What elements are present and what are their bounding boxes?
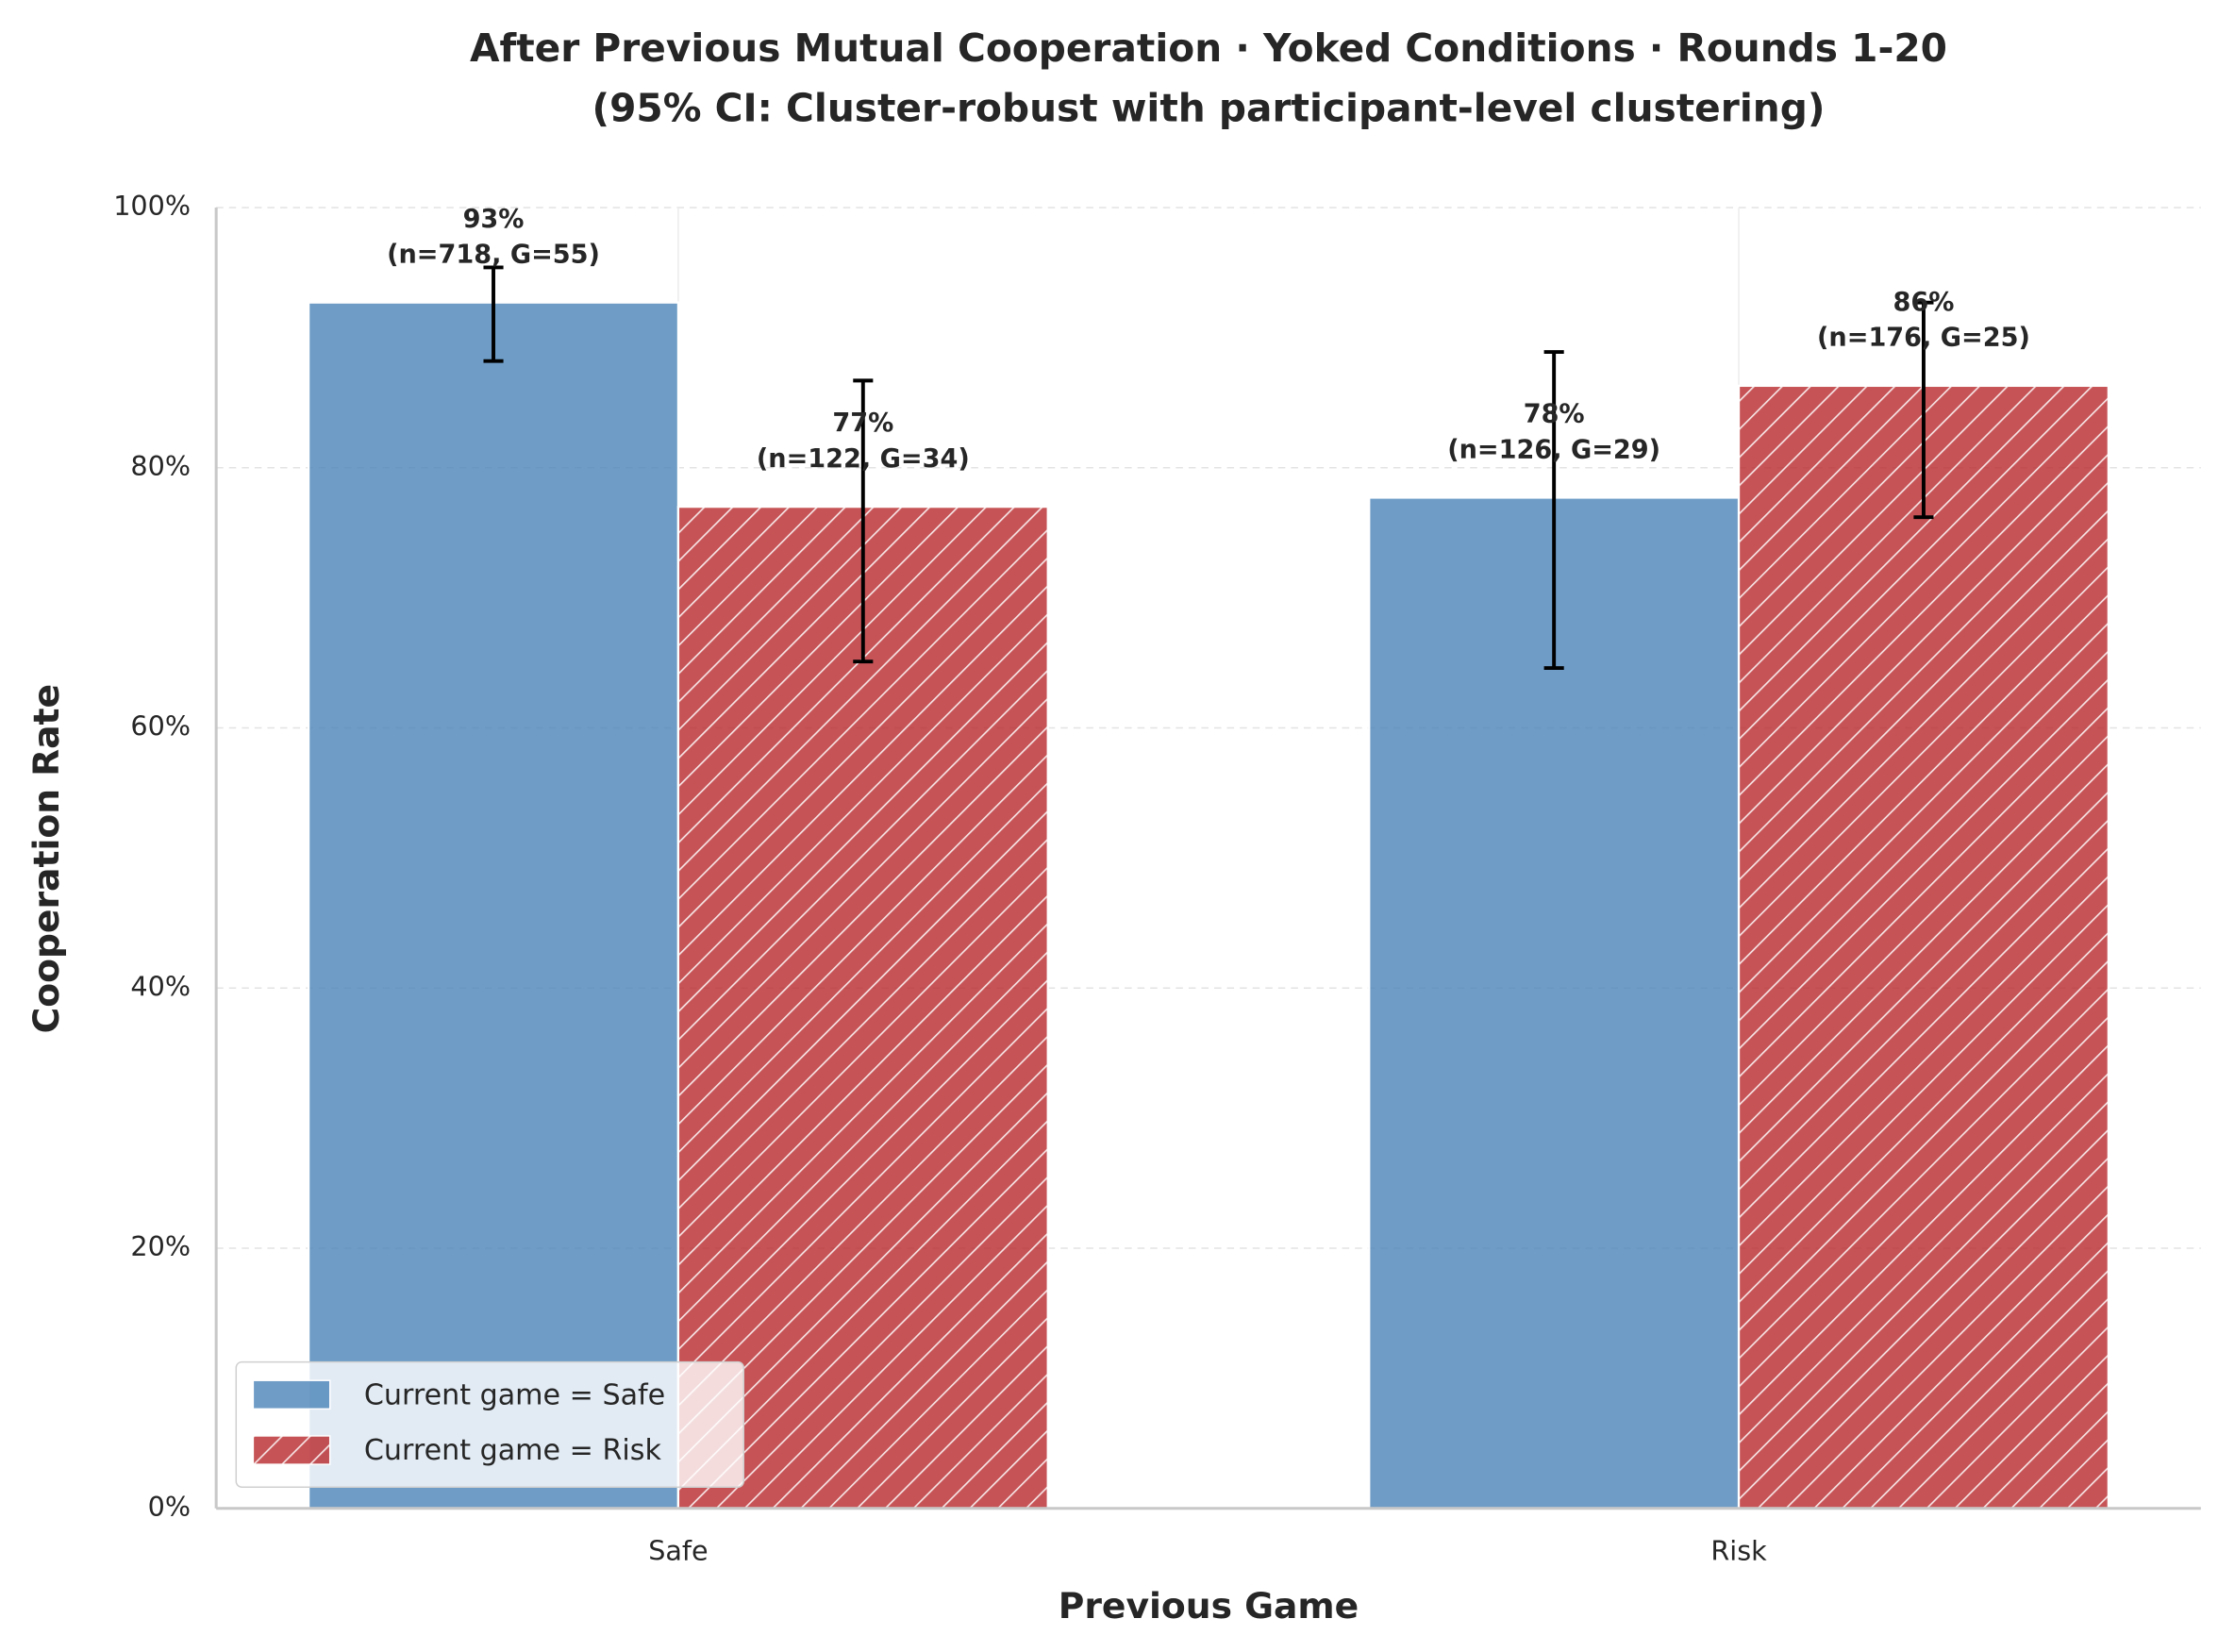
legend-label: Current game = Safe: [364, 1378, 665, 1411]
y-tick-label: 60%: [130, 710, 191, 743]
legend-swatch: [252, 1379, 331, 1410]
x-tick-label: Risk: [1710, 1535, 1767, 1567]
value-annotation: (n=718, G=55): [387, 240, 600, 269]
error-bar: [1543, 350, 1564, 671]
y-tick-label: 100%: [113, 190, 191, 222]
x-tick-label: Safe: [648, 1535, 708, 1567]
y-tick-label: 20%: [130, 1230, 191, 1262]
chart-title: After Previous Mutual Cooperation · Yoke…: [470, 25, 1947, 71]
x-axis-label: Previous Game: [1059, 1585, 1359, 1627]
bar: [307, 301, 680, 1510]
legend-box: [235, 1360, 744, 1488]
y-tick-label: 40%: [130, 970, 191, 1002]
error-bar: [1913, 300, 1934, 520]
error-bar: [853, 378, 874, 664]
y-tick-label: 80%: [130, 450, 191, 482]
y-axis-label: Cooperation Rate: [25, 684, 67, 1034]
value-label: 86%: [1893, 288, 1954, 317]
value-annotation: (n=176, G=25): [1817, 324, 2030, 353]
value-label: 77%: [832, 409, 893, 438]
value-annotation: (n=122, G=34): [757, 444, 970, 474]
bar-hatch: [1739, 385, 2109, 1509]
legend-label: Current game = Risk: [364, 1434, 662, 1467]
error-bar: [483, 265, 504, 363]
chart-subtitle: (95% CI: Cluster-robust with participant…: [592, 86, 1826, 131]
bar-hatch: [677, 507, 1048, 1509]
value-label: 78%: [1524, 400, 1585, 429]
value-annotation: (n=126, G=29): [1447, 435, 1660, 464]
legend-hatch: [253, 1435, 330, 1465]
y-tick-label: 0%: [148, 1491, 191, 1523]
value-label: 93%: [463, 205, 525, 234]
